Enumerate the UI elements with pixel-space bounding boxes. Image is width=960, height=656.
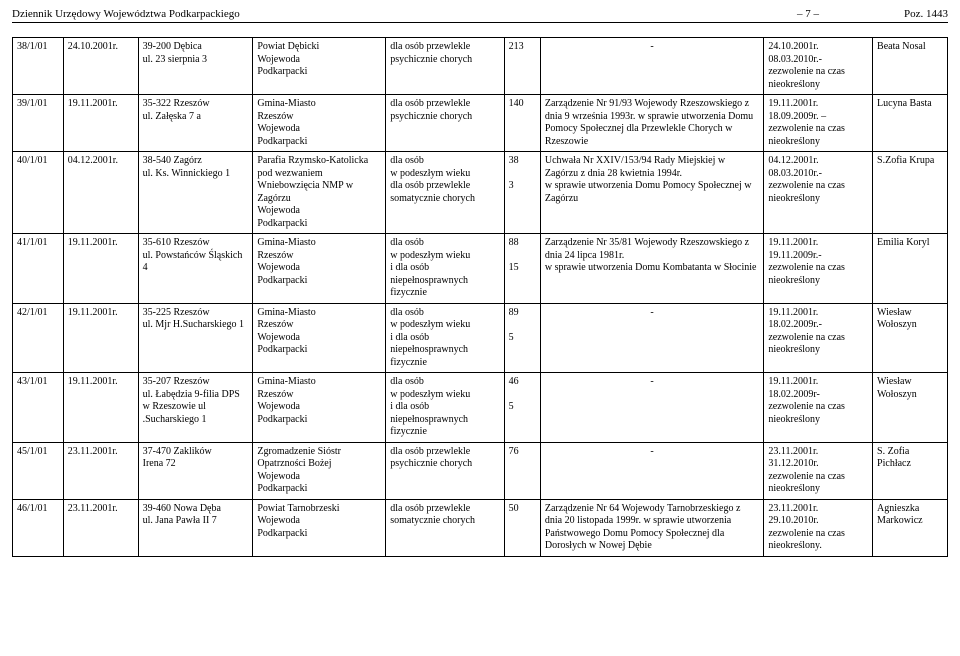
table-cell: Wiesław Wołoszyn [873, 373, 948, 443]
table-cell: - [540, 38, 763, 95]
table-cell: 04.12.2001r. [63, 152, 138, 234]
table-cell: Gmina-MiastoRzeszówWojewodaPodkarpacki [253, 373, 386, 443]
table-cell: 24.10.2001r.08.03.2010r.-zezwolenie na c… [764, 38, 873, 95]
table-row: 45/1/0123.11.2001r.37-470 ZaklikówIrena … [13, 442, 948, 499]
table-cell: dla osóbw podeszłym wiekui dla osób niep… [386, 373, 504, 443]
table-cell: dla osób przewlekle psychicznie chorych [386, 442, 504, 499]
table-cell: Uchwała Nr XXIV/153/94 Rady Miejskiej w … [540, 152, 763, 234]
table-cell: 465 [504, 373, 540, 443]
table-cell: - [540, 442, 763, 499]
table-cell: 895 [504, 303, 540, 373]
table-cell: 24.10.2001r. [63, 38, 138, 95]
table-cell: 39-460 Nowa Dębaul. Jana Pawła II 7 [138, 499, 253, 556]
table-cell: Agnieszka Markowicz [873, 499, 948, 556]
header-poz: Poz. 1443 [848, 8, 948, 20]
table-cell: 04.12.2001r.08.03.2010r.-zezwolenie na c… [764, 152, 873, 234]
table-cell: Powiat TarnobrzeskiWojewodaPodkarpacki [253, 499, 386, 556]
table-cell: 35-225 Rzeszówul. Mjr H.Sucharskiego 1 [138, 303, 253, 373]
table-cell: 19.11.2001r. [63, 234, 138, 304]
table-cell: Emilia Koryl [873, 234, 948, 304]
table-cell: dla osóbw podeszłym wiekudla osób przewl… [386, 152, 504, 234]
table-cell: 383 [504, 152, 540, 234]
table-cell: Zarządzenie Nr 91/93 Wojewody Rzeszowski… [540, 95, 763, 152]
table-cell: - [540, 303, 763, 373]
table-cell: - [540, 373, 763, 443]
table-row: 43/1/0119.11.2001r.35-207 Rzeszówul. Łab… [13, 373, 948, 443]
table-cell: Zgromadzenie Sióstr Opatrzności BożejWoj… [253, 442, 386, 499]
table-row: 40/1/0104.12.2001r.38-540 Zagórzul. Ks. … [13, 152, 948, 234]
page-header: Dziennik Urzędowy Województwa Podkarpack… [12, 8, 948, 23]
table-cell: 213 [504, 38, 540, 95]
table-cell: S. Zofia Pichłacz [873, 442, 948, 499]
table-cell: 19.11.2001r.18.02.2009r.-zezwolenie na c… [764, 303, 873, 373]
table-cell: S.Zofia Krupa [873, 152, 948, 234]
table-cell: 38/1/01 [13, 38, 64, 95]
table-cell: 50 [504, 499, 540, 556]
header-journal: Dziennik Urzędowy Województwa Podkarpack… [12, 8, 768, 20]
table-cell: 19.11.2001r. [63, 303, 138, 373]
table-cell: dla osóbw podeszłym wiekui dla osób niep… [386, 303, 504, 373]
table-row: 39/1/0119.11.2001r.35-322 Rzeszówul. Zał… [13, 95, 948, 152]
table-cell: Powiat DębickiWojewodaPodkarpacki [253, 38, 386, 95]
table-cell: 39/1/01 [13, 95, 64, 152]
table-cell: 41/1/01 [13, 234, 64, 304]
document-page: Dziennik Urzędowy Województwa Podkarpack… [0, 0, 960, 577]
table-cell: 43/1/01 [13, 373, 64, 443]
table-row: 42/1/0119.11.2001r.35-225 Rzeszówul. Mjr… [13, 303, 948, 373]
table-cell: Beata Nosal [873, 38, 948, 95]
table-cell: 37-470 ZaklikówIrena 72 [138, 442, 253, 499]
table-cell: dla osób przewlekle psychicznie chorych [386, 38, 504, 95]
registry-table: 38/1/0124.10.2001r.39-200 Dębicaul. 23 s… [12, 37, 948, 557]
table-cell: 35-322 Rzeszówul. Załęska 7 a [138, 95, 253, 152]
table-cell: 45/1/01 [13, 442, 64, 499]
table-cell: Gmina-MiastoRzeszówWojewodaPodkarpacki [253, 234, 386, 304]
table-cell: 76 [504, 442, 540, 499]
table-cell: 40/1/01 [13, 152, 64, 234]
header-page: – 7 – [768, 8, 848, 20]
table-cell: 35-207 Rzeszówul. Łabędzia 9-filia DPS w… [138, 373, 253, 443]
table-cell: 19.11.2001r. [63, 373, 138, 443]
table-cell: 35-610 Rzeszówul. Powstańców Śląskich 4 [138, 234, 253, 304]
table-cell: 23.11.2001r.29.10.2010r.zezwolenie na cz… [764, 499, 873, 556]
table-cell: 38-540 Zagórzul. Ks. Winnickiego 1 [138, 152, 253, 234]
table-cell: dla osóbw podeszłym wiekui dla osób niep… [386, 234, 504, 304]
table-cell: 19.11.2001r.19.11.2009r.-zezwolenie na c… [764, 234, 873, 304]
table-cell: dla osób przewlekle somatycznie chorych [386, 499, 504, 556]
table-cell: Gmina-MiastoRzeszówWojewodaPodkarpacki [253, 303, 386, 373]
table-cell: 42/1/01 [13, 303, 64, 373]
table-row: 41/1/0119.11.2001r.35-610 Rzeszówul. Pow… [13, 234, 948, 304]
table-cell: Zarządzenie Nr 35/81 Wojewody Rzeszowski… [540, 234, 763, 304]
table-cell: Wiesław Wołoszyn [873, 303, 948, 373]
table-cell: 8815 [504, 234, 540, 304]
table-cell: 19.11.2001r.18.09.2009r. –zezwolenie na … [764, 95, 873, 152]
table-cell: Parafia Rzymsko-Katolicka pod wezwaniem … [253, 152, 386, 234]
table-cell: 39-200 Dębicaul. 23 sierpnia 3 [138, 38, 253, 95]
table-cell: Zarządzenie Nr 64 Wojewody Tarnobrzeskie… [540, 499, 763, 556]
table-cell: 19.11.2001r. [63, 95, 138, 152]
table-cell: 23.11.2001r. [63, 442, 138, 499]
table-cell: 23.11.2001r.31.12.2010r.zezwolenie na cz… [764, 442, 873, 499]
table-cell: 23.11.2001r. [63, 499, 138, 556]
table-cell: Lucyna Basta [873, 95, 948, 152]
table-row: 38/1/0124.10.2001r.39-200 Dębicaul. 23 s… [13, 38, 948, 95]
table-cell: 46/1/01 [13, 499, 64, 556]
table-cell: dla osób przewlekle psychicznie chorych [386, 95, 504, 152]
table-row: 46/1/0123.11.2001r.39-460 Nowa Dębaul. J… [13, 499, 948, 556]
table-cell: 140 [504, 95, 540, 152]
table-cell: 19.11.2001r.18.02.2009r-zezwolenie na cz… [764, 373, 873, 443]
table-cell: Gmina-MiastoRzeszówWojewodaPodkarpacki [253, 95, 386, 152]
